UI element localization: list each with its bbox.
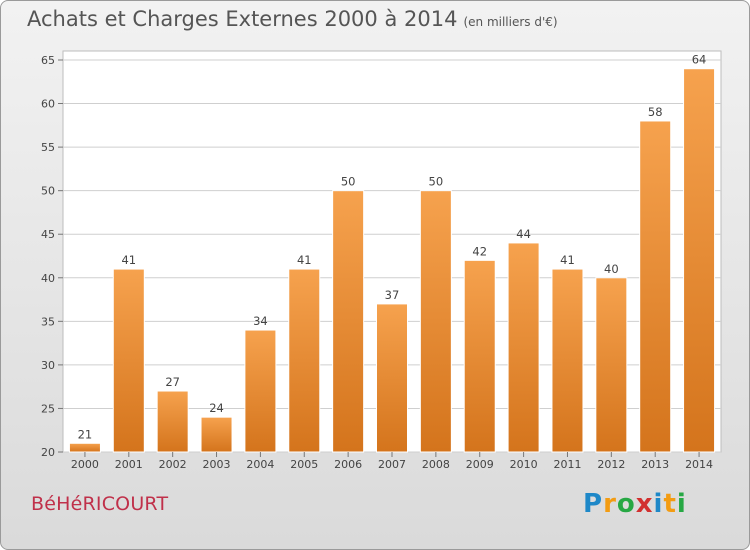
y-tick-label: 30 — [41, 359, 55, 372]
bar-2003 — [200, 416, 233, 453]
logo-letter: r — [603, 489, 617, 519]
logo-letter: o — [616, 489, 636, 519]
data-label-2010: 44 — [516, 227, 531, 241]
data-label-2005: 41 — [297, 253, 312, 267]
bar-2013 — [639, 120, 672, 453]
data-label-2011: 41 — [560, 253, 575, 267]
bar-2011 — [551, 268, 584, 453]
x-tick-label-2011: 2011 — [553, 458, 581, 471]
proxiti-logo: Proxiti — [583, 489, 687, 519]
y-tick-label: 60 — [41, 98, 55, 111]
bar-2001 — [112, 268, 145, 453]
data-label-2004: 34 — [253, 314, 268, 328]
bar-2014 — [683, 68, 716, 453]
data-label-2006: 50 — [341, 175, 356, 189]
y-tick-label: 65 — [41, 54, 55, 67]
data-label-2001: 41 — [121, 253, 136, 267]
x-tick-label-2010: 2010 — [510, 458, 538, 471]
bar-2010 — [507, 242, 540, 453]
logo-letter: x — [635, 489, 654, 519]
x-tick-label-2006: 2006 — [334, 458, 362, 471]
bar-2000 — [68, 442, 101, 453]
bar-2004 — [244, 329, 277, 453]
y-tick-label: 20 — [41, 446, 55, 459]
y-tick-label: 25 — [41, 402, 55, 415]
bar-2008 — [419, 190, 452, 453]
commune-name: BéHéRICOURT — [31, 493, 169, 515]
y-axis: 20 25 30 35 40 45 50 55 60 65 — [41, 54, 63, 459]
data-label-2012: 40 — [604, 262, 619, 276]
data-label-2008: 50 — [429, 175, 444, 189]
logo-letter: i — [676, 489, 687, 519]
data-label-2002: 27 — [165, 375, 180, 389]
x-tick-label-2012: 2012 — [597, 458, 625, 471]
x-tick-label-2002: 2002 — [159, 458, 187, 471]
y-tick-label: 45 — [41, 228, 55, 241]
data-label-2000: 21 — [78, 427, 93, 441]
x-tick-label-2004: 2004 — [246, 458, 274, 471]
x-tick-label-2007: 2007 — [378, 458, 406, 471]
y-tick-label: 35 — [41, 315, 55, 328]
x-tick-label-2013: 2013 — [641, 458, 669, 471]
x-tick-label-2009: 2009 — [466, 458, 494, 471]
x-axis: 2000 2001 2002 2003 2004 2005 2006 2007 2008 2009… — [71, 452, 713, 471]
bar-2007 — [376, 303, 408, 453]
x-tick-label-2008: 2008 — [422, 458, 450, 471]
bar-2006 — [332, 190, 365, 453]
y-tick-label: 55 — [41, 141, 55, 154]
data-label-2007: 37 — [385, 288, 400, 302]
bar-2005 — [288, 268, 321, 453]
data-label-2013: 58 — [648, 105, 663, 119]
data-label-2014: 64 — [692, 53, 707, 67]
bars: 21 41 27 24 34 41 50 37 50 42 44 41 40 58 64 — [68, 53, 716, 453]
chart-subtitle: (en milliers d'€) — [463, 15, 558, 29]
x-tick-label-2005: 2005 — [290, 458, 318, 471]
bar-2009 — [463, 259, 496, 453]
logo-letter: i — [653, 489, 664, 519]
x-tick-label-2000: 2000 — [71, 458, 99, 471]
y-tick-label: 50 — [41, 185, 55, 198]
data-label-2009: 42 — [472, 244, 487, 258]
x-tick-label-2001: 2001 — [115, 458, 143, 471]
logo-letter: t — [663, 489, 677, 519]
y-tick-label: 40 — [41, 272, 55, 285]
data-label-2003: 24 — [209, 401, 224, 415]
x-tick-label-2003: 2003 — [203, 458, 231, 471]
chart-title-text: Achats et Charges Externes 2000 à 2014 — [27, 7, 458, 31]
bar-2012 — [595, 277, 628, 453]
chart-title: Achats et Charges Externes 2000 à 2014 (e… — [27, 7, 558, 31]
bar-2002 — [156, 390, 189, 453]
x-tick-label-2014: 2014 — [685, 458, 713, 471]
logo-letter: P — [583, 489, 604, 519]
